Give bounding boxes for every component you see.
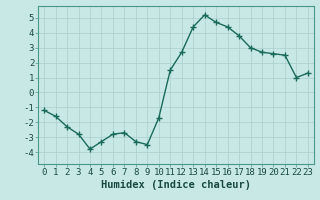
X-axis label: Humidex (Indice chaleur): Humidex (Indice chaleur) [101,180,251,190]
